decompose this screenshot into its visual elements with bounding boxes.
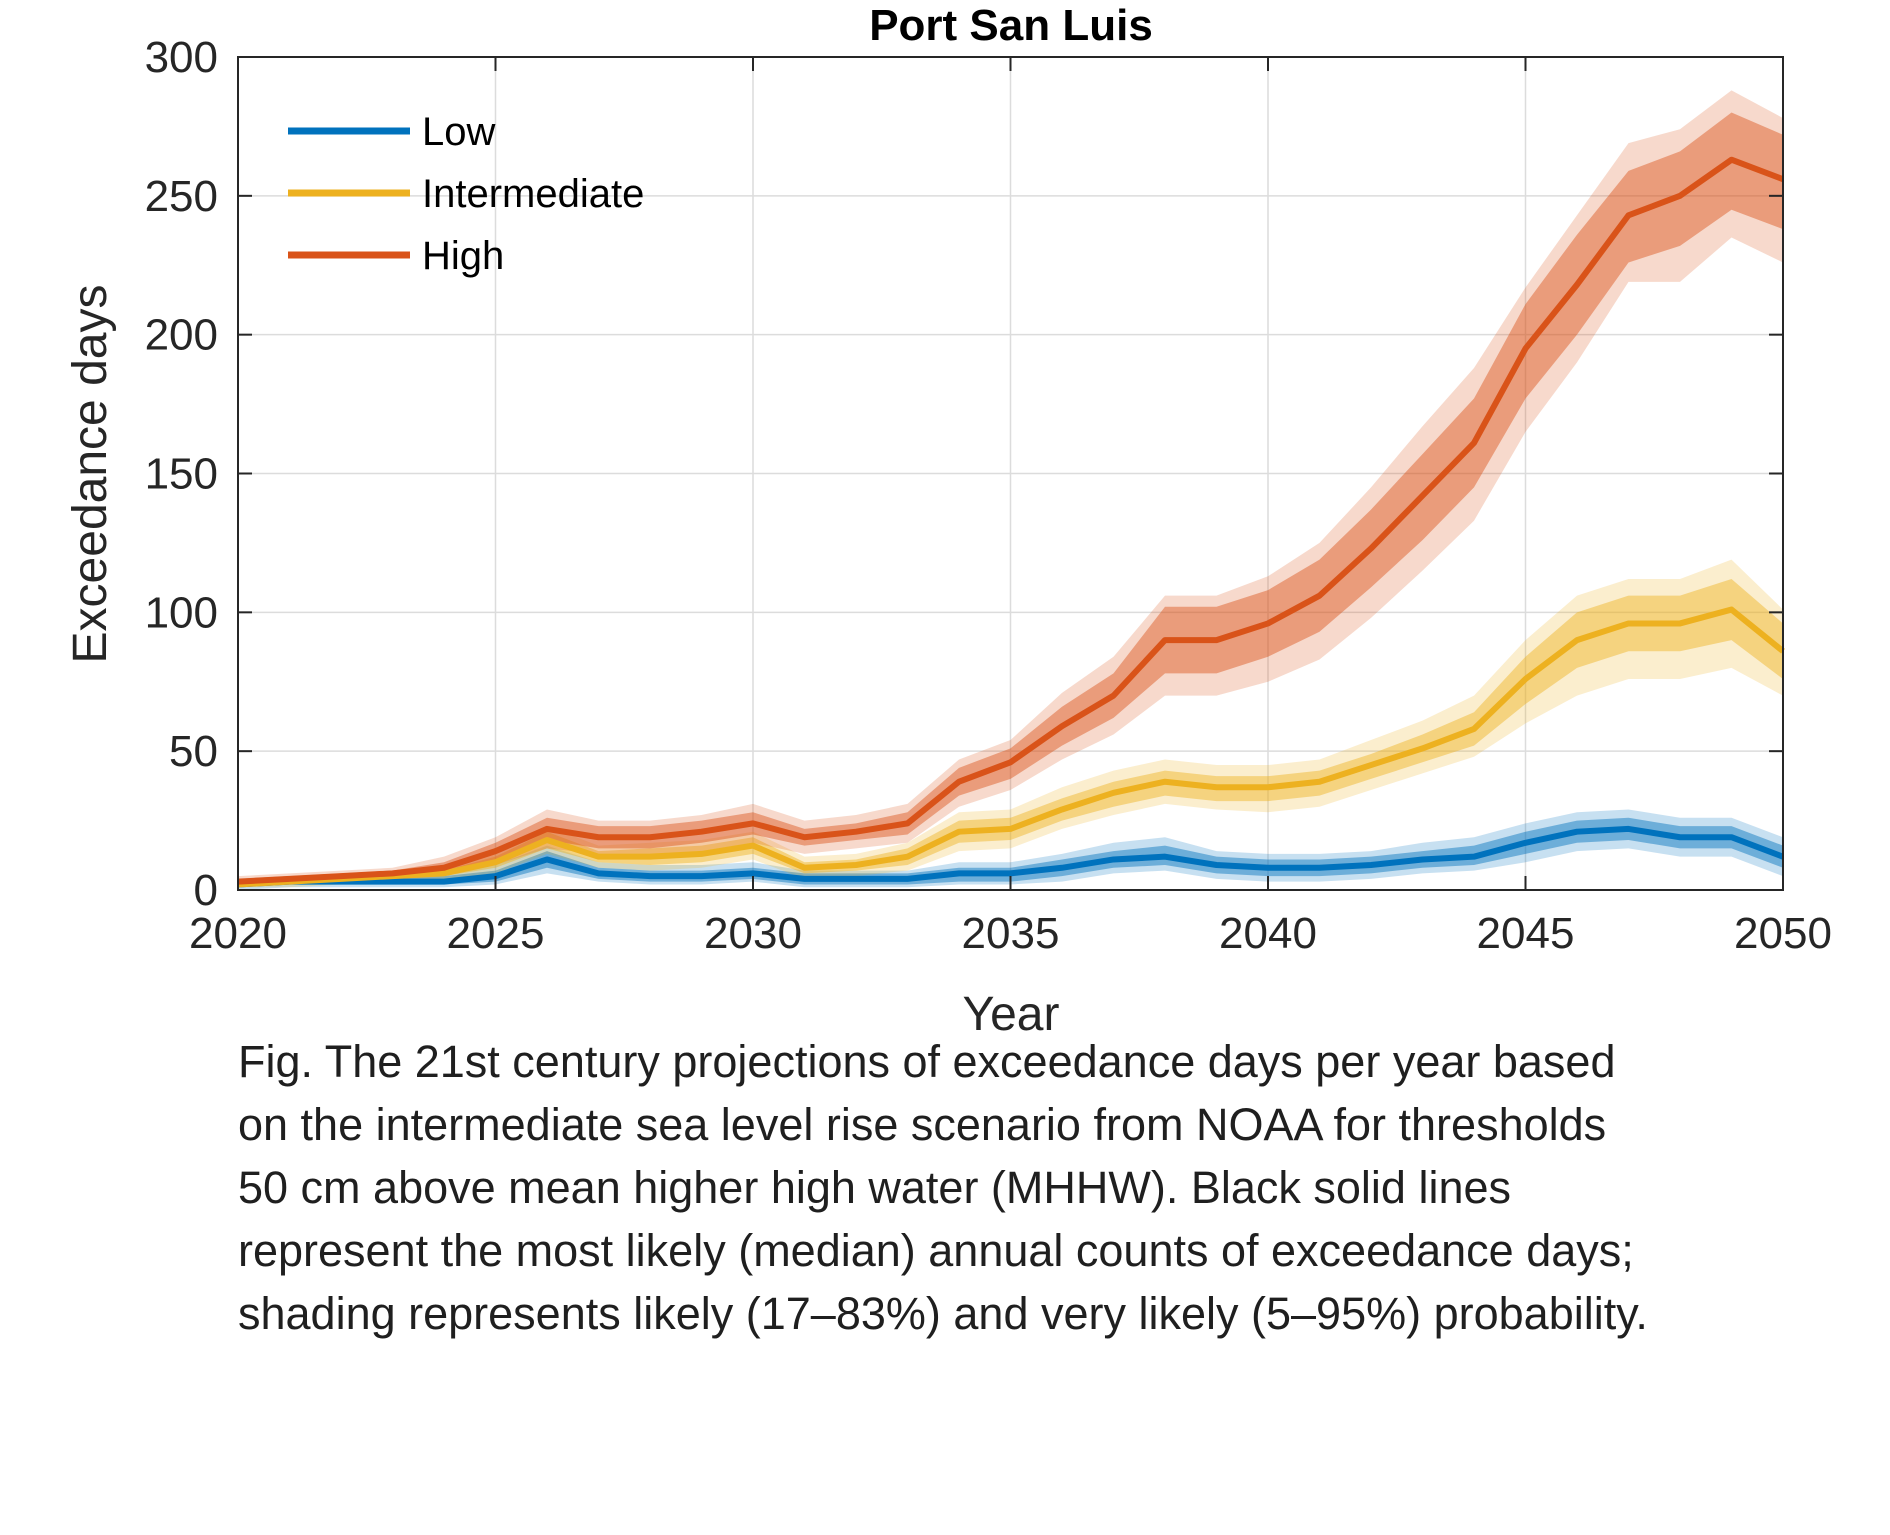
intermediate-likely-band (238, 579, 1783, 888)
legend-label-high: High (422, 234, 504, 278)
chart-title: Port San Luis (869, 1, 1153, 50)
high-very-likely-band (238, 90, 1783, 888)
legend: Low Intermediate High (288, 110, 644, 278)
figure-caption: Fig. The 21st century projections of exc… (238, 1030, 1858, 1345)
caption-line: shading represents likely (17‒83%) and v… (238, 1288, 1648, 1339)
low-likely-band (238, 817, 1783, 888)
y-tick-label: 100 (145, 588, 218, 637)
high-median-line (237, 156, 1785, 885)
x-tick-label: 2020 (189, 909, 287, 958)
y-tick-label: 250 (145, 172, 218, 221)
y-tick-label: 0 (194, 866, 218, 915)
x-axis-label: Year (963, 988, 1060, 1041)
legend-label-intermediate: Intermediate (422, 172, 644, 216)
probability-bands (238, 90, 1783, 890)
intermediate-median-line (237, 606, 1785, 888)
caption-line: 50 cm above mean higher high water (MHHW… (238, 1162, 1512, 1213)
high-likely-band (238, 112, 1783, 885)
intermediate-very-likely-band (238, 559, 1783, 888)
x-tick-label: 2040 (1219, 909, 1317, 958)
x-tick-label: 2025 (447, 909, 545, 958)
y-tick-label: 300 (145, 33, 218, 82)
caption-line: Fig. The 21st century projections of exc… (238, 1036, 1616, 1087)
low-very-likely-band (238, 809, 1783, 890)
x-tick-label: 2045 (1477, 909, 1575, 958)
caption-line: represent the most likely (median) annua… (238, 1225, 1634, 1276)
axis-ticks: 2020 2025 2030 2035 2040 2045 2050 0 50 100 150 200… (145, 33, 1832, 958)
x-tick-label: 2030 (704, 909, 802, 958)
x-tick-label: 2035 (962, 909, 1060, 958)
y-tick-label: 200 (145, 311, 218, 360)
y-axis-label: Exceedance days (64, 285, 117, 664)
caption-line: on the intermediate sea level rise scena… (238, 1099, 1607, 1150)
legend-label-low: Low (422, 110, 495, 154)
x-tick-label: 2050 (1734, 909, 1832, 958)
y-tick-label: 50 (169, 727, 218, 776)
y-tick-label: 150 (145, 450, 218, 499)
